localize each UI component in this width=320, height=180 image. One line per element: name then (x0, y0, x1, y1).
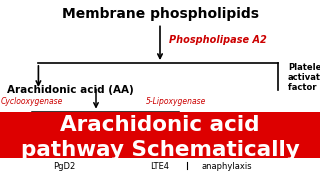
Text: Membrane phospholipids: Membrane phospholipids (61, 7, 259, 21)
Text: 5-Lipoxygenase: 5-Lipoxygenase (146, 97, 206, 106)
Text: Phospholipase A2: Phospholipase A2 (169, 35, 267, 45)
Text: pathway Schematically: pathway Schematically (20, 140, 300, 160)
Text: Arachidonic acid (AA): Arachidonic acid (AA) (7, 85, 134, 95)
Text: LTE4: LTE4 (150, 162, 170, 171)
Text: PgD2: PgD2 (53, 162, 75, 171)
Text: Platelet
activating
factor (PAF): Platelet activating factor (PAF) (288, 62, 320, 92)
Text: Arachidonic acid: Arachidonic acid (60, 115, 260, 135)
Text: anaphylaxis: anaphylaxis (202, 162, 252, 171)
Text: Cyclooxygenase: Cyclooxygenase (1, 97, 63, 106)
Bar (0, 112, 320, 158)
